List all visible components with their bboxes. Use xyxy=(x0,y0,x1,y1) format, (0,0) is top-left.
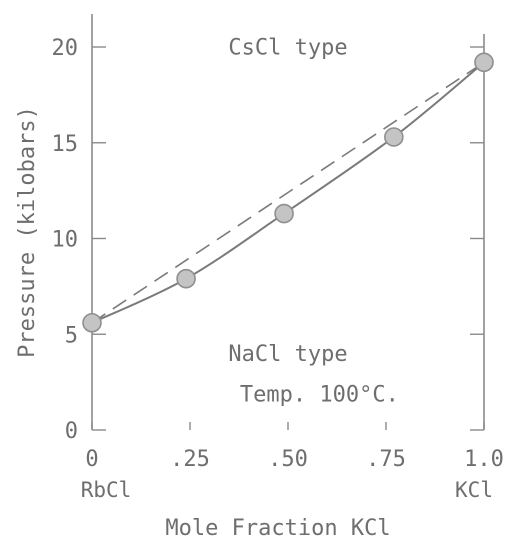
data-point xyxy=(474,52,494,73)
x-tick-label: .75 xyxy=(366,447,406,472)
annotation-1: NaCl type xyxy=(228,342,347,367)
x-tick-label: 0 xyxy=(85,447,98,472)
annotation-0: CsCl type xyxy=(228,36,347,61)
y-tick-label: 20 xyxy=(52,36,79,61)
data-point xyxy=(82,312,102,333)
data-point xyxy=(384,127,404,147)
x-tick-label: .25 xyxy=(170,447,210,472)
series-line-dashed xyxy=(91,61,485,324)
y-tick-label: 10 xyxy=(52,228,79,253)
x-axis-title: Mole Fraction KCl xyxy=(165,516,390,541)
x-end-label-right: KCl xyxy=(455,478,493,502)
y-tick-label: 15 xyxy=(52,132,79,157)
data-point xyxy=(176,268,196,289)
x-tick-label: 1.0 xyxy=(464,447,504,472)
data-point xyxy=(274,203,294,224)
x-end-label-left: RbCl xyxy=(81,478,132,502)
x-tick-label: .50 xyxy=(268,447,308,472)
y-tick-label: 0 xyxy=(65,419,78,444)
y-axis-title: Pressure (kilobars) xyxy=(15,106,40,358)
y-tick-label: 5 xyxy=(65,323,78,348)
annotation-2: Temp. 100°C. xyxy=(240,382,399,407)
